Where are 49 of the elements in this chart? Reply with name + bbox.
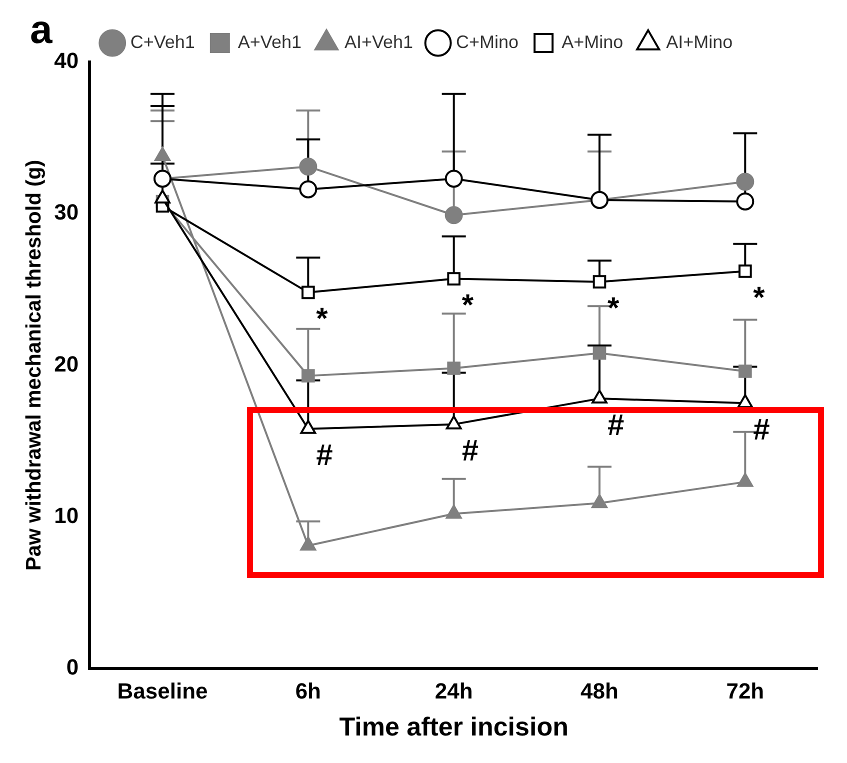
y-tick-label: 30: [54, 200, 79, 225]
point: [302, 369, 315, 382]
point: [738, 364, 752, 378]
text: a: [30, 8, 53, 52]
x-tick-label: 48h: [580, 678, 618, 704]
y-axis-title: Paw withdrawal mechanical threshold (g): [22, 160, 46, 571]
y-tick-label: 40: [54, 48, 79, 74]
point: [447, 362, 460, 375]
point: [444, 170, 463, 188]
legend-label: A+Mino: [562, 32, 624, 52]
point: [300, 420, 316, 434]
x-tick-label: 6h: [295, 678, 322, 704]
y-tick-label: 0: [66, 654, 79, 680]
point: [592, 275, 606, 288]
annotation: *: [608, 292, 620, 326]
point: [446, 415, 462, 430]
point: [446, 504, 462, 519]
x-axis-title: Time after incision: [339, 712, 568, 742]
annotation: #: [608, 408, 624, 442]
annotation: #: [462, 434, 479, 468]
point: [299, 158, 318, 176]
y-tick-label: 20: [54, 351, 79, 376]
point: [302, 286, 315, 300]
legend-label: AI+Mino: [666, 32, 733, 52]
point: [592, 346, 606, 360]
point: [736, 192, 754, 210]
point: [592, 494, 608, 508]
point: [299, 180, 318, 198]
annotation: *: [753, 281, 766, 314]
annotation: #: [753, 413, 770, 446]
x-tick-label: 24h: [434, 678, 473, 704]
point: [447, 272, 460, 286]
x-tick-label: Baseline: [117, 678, 208, 704]
point: [444, 206, 463, 224]
x-tick-label: 72h: [726, 678, 764, 704]
y-tick-label: 10: [54, 502, 79, 528]
legend-label: AI+Veh1: [344, 32, 414, 52]
point: [300, 536, 316, 551]
point: [737, 472, 754, 487]
annotation: #: [316, 439, 334, 472]
legend-label: C+Veh1: [130, 32, 195, 52]
annotation: *: [316, 302, 328, 336]
legend-label: A+Veh1: [238, 32, 302, 52]
annotation: *: [462, 289, 474, 322]
point: [738, 264, 752, 278]
point: [592, 390, 608, 404]
legend-label: C+Mino: [456, 32, 519, 52]
point: [737, 394, 754, 408]
point: [736, 172, 754, 191]
